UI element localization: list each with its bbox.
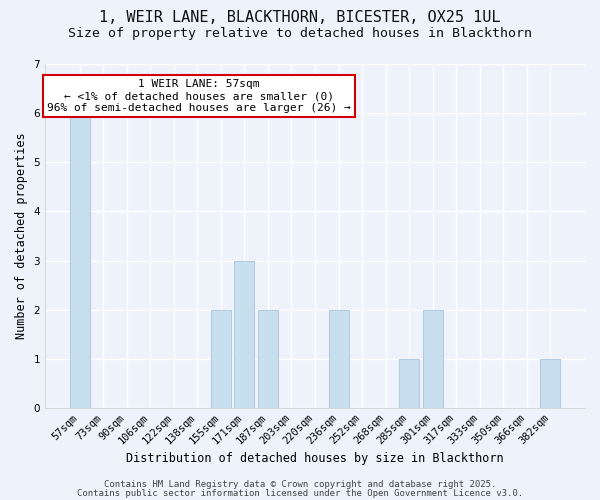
Text: 1 WEIR LANE: 57sqm
← <1% of detached houses are smaller (0)
96% of semi-detached: 1 WEIR LANE: 57sqm ← <1% of detached hou…: [47, 80, 351, 112]
Bar: [423, 310, 443, 408]
Text: Contains public sector information licensed under the Open Government Licence v3: Contains public sector information licen…: [77, 489, 523, 498]
Bar: [399, 359, 419, 408]
Bar: [258, 310, 278, 408]
Bar: [70, 113, 89, 408]
Y-axis label: Number of detached properties: Number of detached properties: [15, 132, 28, 340]
Bar: [211, 310, 231, 408]
Text: Size of property relative to detached houses in Blackthorn: Size of property relative to detached ho…: [68, 28, 532, 40]
Bar: [235, 260, 254, 408]
X-axis label: Distribution of detached houses by size in Blackthorn: Distribution of detached houses by size …: [126, 452, 504, 465]
Bar: [541, 359, 560, 408]
Bar: [329, 310, 349, 408]
Text: Contains HM Land Registry data © Crown copyright and database right 2025.: Contains HM Land Registry data © Crown c…: [104, 480, 496, 489]
Text: 1, WEIR LANE, BLACKTHORN, BICESTER, OX25 1UL: 1, WEIR LANE, BLACKTHORN, BICESTER, OX25…: [99, 10, 501, 25]
